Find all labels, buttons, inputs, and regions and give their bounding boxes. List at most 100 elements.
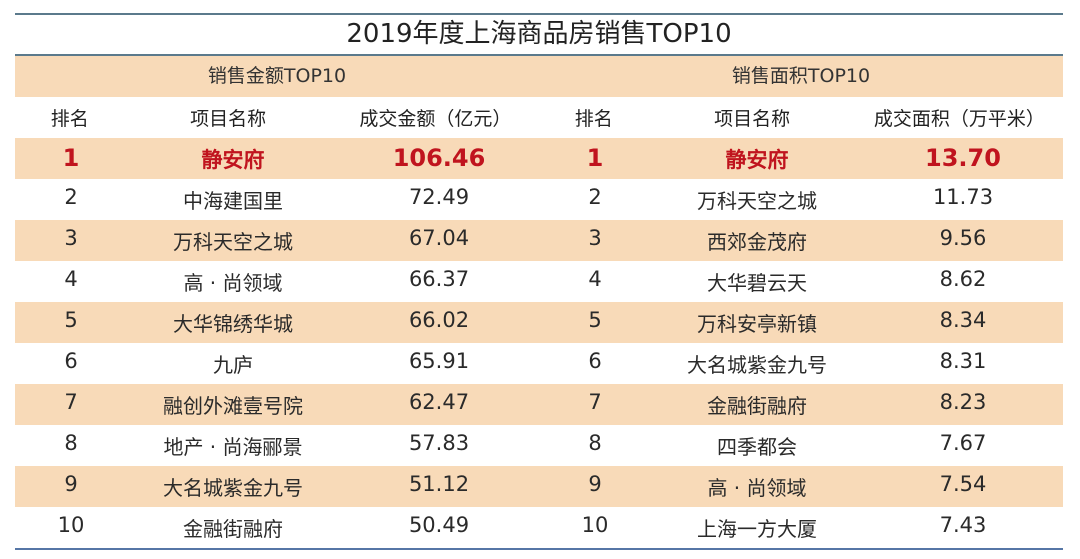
project-name-cell: 万科天空之城 <box>697 189 817 213</box>
col-rank: 排名 <box>50 108 89 130</box>
project-name-cell: 融创外滩壹号院 <box>163 394 303 418</box>
section-amount-title: 销售金额TOP10 <box>207 65 347 87</box>
table-title: 2019年度上海商品房销售TOP10 <box>346 19 732 49</box>
amount-cell: 72.49 <box>408 185 470 209</box>
area-entry: 8 四季都会 7.67 <box>539 431 1063 460</box>
rank-cell: 2 <box>64 185 78 209</box>
rank-cell: 4 <box>64 267 78 291</box>
amount-cell: 66.37 <box>408 267 470 291</box>
rank-cell: 6 <box>64 349 78 373</box>
table-row: 1 静安府 106.46 1 静安府 13.70 <box>15 138 1063 179</box>
table-body: 1 静安府 106.46 1 静安府 13.70 2 中海建国里 72.49 2 万科天空之城 11.… <box>15 138 1063 548</box>
rank-cell: 1 <box>62 143 80 172</box>
project-name-cell: 高 · 尚领域 <box>183 271 283 295</box>
area-cell: 7.67 <box>939 431 987 455</box>
table-row: 3 万科天空之城 67.04 3 西郊金茂府 9.56 <box>15 220 1063 261</box>
amount-entry: 5 大华锦绣华城 66.02 <box>15 308 539 337</box>
area-cell: 8.31 <box>939 349 987 373</box>
amount-cell: 51.12 <box>408 472 470 496</box>
amount-entry: 10 金融街融府 50.49 <box>15 513 539 542</box>
amount-entry: 9 大名城紫金九号 51.12 <box>15 472 539 501</box>
section-header-row: 销售金额TOP10 销售面积TOP10 <box>15 56 1063 97</box>
rank-cell: 1 <box>586 143 604 172</box>
area-entry: 1 静安府 13.70 <box>539 144 1063 174</box>
table-row: 5 大华锦绣华城 66.02 5 万科安亭新镇 8.34 <box>15 302 1063 343</box>
amount-cell: 62.47 <box>408 390 470 414</box>
amount-entry: 1 静安府 106.46 <box>15 144 539 174</box>
table-row: 6 九庐 65.91 6 大名城紫金九号 8.31 <box>15 343 1063 384</box>
project-name-cell: 大华锦绣华城 <box>173 312 293 336</box>
area-entry: 2 万科天空之城 11.73 <box>539 185 1063 214</box>
col-rank: 排名 <box>574 108 613 130</box>
area-cell: 9.56 <box>939 226 987 250</box>
col-amount: 成交金额（亿元） <box>359 108 512 130</box>
area-entry: 5 万科安亭新镇 8.34 <box>539 308 1063 337</box>
rank-cell: 8 <box>64 431 78 455</box>
amount-cell: 66.02 <box>408 308 470 332</box>
area-entry: 3 西郊金茂府 9.56 <box>539 226 1063 255</box>
amount-cell: 106.46 <box>392 143 486 172</box>
table-row: 2 中海建国里 72.49 2 万科天空之城 11.73 <box>15 179 1063 220</box>
rank-cell: 10 <box>581 513 609 537</box>
amount-cell: 67.04 <box>408 226 470 250</box>
project-name-cell: 金融街融府 <box>183 517 283 541</box>
amount-entry: 6 九庐 65.91 <box>15 349 539 378</box>
project-name-cell: 万科安亭新镇 <box>697 312 817 336</box>
top-rule <box>15 13 1063 15</box>
rank-cell: 9 <box>64 472 78 496</box>
left-header: 排名 项目名称 成交金额（亿元） <box>15 104 539 131</box>
project-name-cell: 大华碧云天 <box>707 271 807 295</box>
area-entry: 9 高 · 尚领域 7.54 <box>539 472 1063 501</box>
amount-entry: 8 地产 · 尚海郦景 57.83 <box>15 431 539 460</box>
project-name-cell: 上海一方大厦 <box>697 517 817 541</box>
project-name-cell: 大名城紫金九号 <box>687 353 827 377</box>
rank-cell: 7 <box>64 390 78 414</box>
column-header-row: 排名 项目名称 成交金额（亿元） 排名 项目名称 成交面积（万平米） <box>15 97 1063 138</box>
area-entry: 6 大名城紫金九号 8.31 <box>539 349 1063 378</box>
area-cell: 7.54 <box>939 472 987 496</box>
project-name-cell: 万科天空之城 <box>173 230 293 254</box>
table-row: 9 大名城紫金九号 51.12 9 高 · 尚领域 7.54 <box>15 466 1063 507</box>
rank-cell: 5 <box>64 308 78 332</box>
rank-cell: 10 <box>57 513 85 537</box>
area-entry: 7 金融街融府 8.23 <box>539 390 1063 419</box>
project-name-cell: 静安府 <box>201 147 265 172</box>
area-cell: 8.23 <box>939 390 987 414</box>
rank-cell: 3 <box>64 226 78 250</box>
right-header: 排名 项目名称 成交面积（万平米） <box>539 104 1063 131</box>
table-row: 4 高 · 尚领域 66.37 4 大华碧云天 8.62 <box>15 261 1063 302</box>
amount-entry: 3 万科天空之城 67.04 <box>15 226 539 255</box>
table-row: 8 地产 · 尚海郦景 57.83 8 四季都会 7.67 <box>15 425 1063 466</box>
rank-cell: 8 <box>588 431 602 455</box>
col-name: 项目名称 <box>714 108 791 130</box>
project-name-cell: 金融街融府 <box>707 394 807 418</box>
project-name-cell: 中海建国里 <box>183 189 283 213</box>
area-cell: 13.70 <box>925 143 1001 172</box>
sales-table: 2019年度上海商品房销售TOP10 销售金额TOP10 销售面积TOP10 排… <box>15 13 1063 550</box>
area-cell: 8.34 <box>939 308 987 332</box>
table-row: 10 金融街融府 50.49 10 上海一方大厦 7.43 <box>15 507 1063 548</box>
col-name: 项目名称 <box>190 108 267 130</box>
rank-cell: 3 <box>588 226 602 250</box>
area-cell: 11.73 <box>932 185 994 209</box>
project-name-cell: 大名城紫金九号 <box>163 476 303 500</box>
bottom-rule <box>15 548 1063 550</box>
amount-entry: 2 中海建国里 72.49 <box>15 185 539 214</box>
rank-cell: 5 <box>588 308 602 332</box>
project-name-cell: 西郊金茂府 <box>707 230 807 254</box>
rank-cell: 2 <box>588 185 602 209</box>
project-name-cell: 地产 · 尚海郦景 <box>163 435 303 459</box>
rank-cell: 4 <box>588 267 602 291</box>
amount-entry: 4 高 · 尚领域 66.37 <box>15 267 539 296</box>
rank-cell: 9 <box>588 472 602 496</box>
area-cell: 7.43 <box>939 513 987 537</box>
amount-entry: 7 融创外滩壹号院 62.47 <box>15 390 539 419</box>
table-row: 7 融创外滩壹号院 62.47 7 金融街融府 8.23 <box>15 384 1063 425</box>
rank-cell: 6 <box>588 349 602 373</box>
area-entry: 10 上海一方大厦 7.43 <box>539 513 1063 542</box>
project-name-cell: 静安府 <box>725 147 789 172</box>
project-name-cell: 高 · 尚领域 <box>707 476 807 500</box>
project-name-cell: 九庐 <box>213 353 253 377</box>
area-entry: 4 大华碧云天 8.62 <box>539 267 1063 296</box>
amount-cell: 65.91 <box>408 349 470 373</box>
